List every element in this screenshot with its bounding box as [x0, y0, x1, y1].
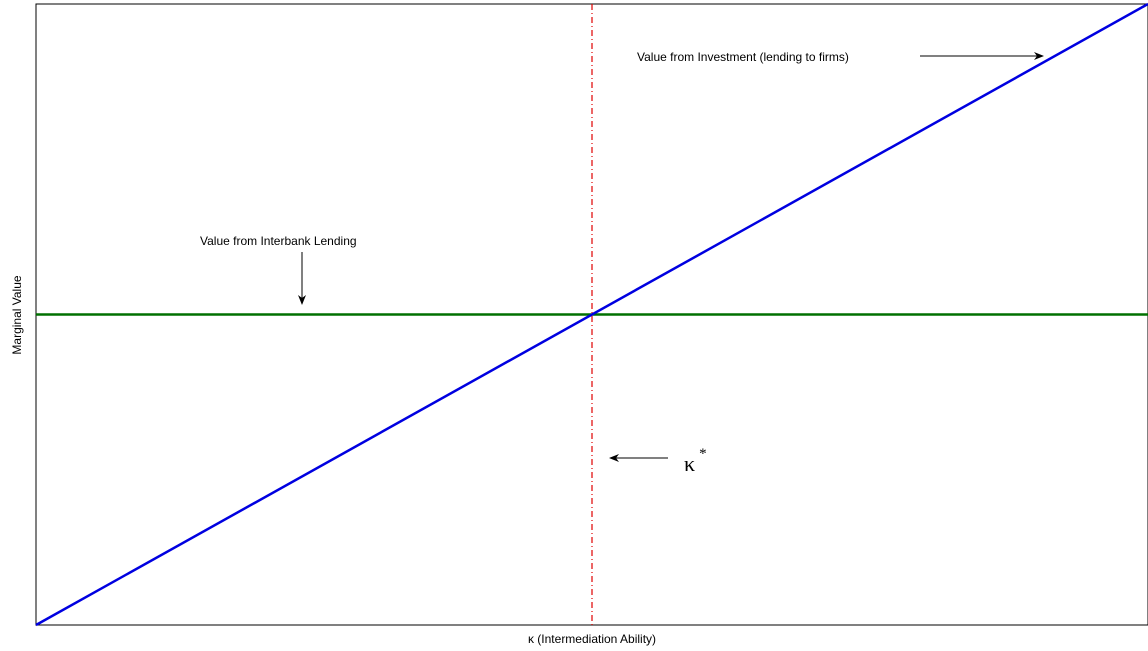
investment-series-line [35, 2, 1148, 627]
investment-annotation-label: Value from Investment (lending to firms) [637, 50, 849, 64]
y-axis-label: Marginal Value [10, 275, 24, 354]
x-axis-label: κ (Intermediation Ability) [528, 632, 656, 646]
kappa-star-label: κ * [684, 446, 707, 476]
interbank-annotation-label: Value from Interbank Lending [200, 234, 357, 248]
